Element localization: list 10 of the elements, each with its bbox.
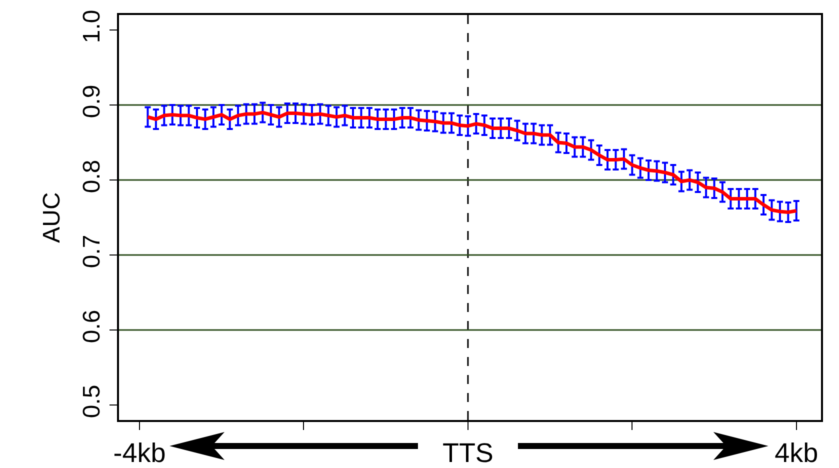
y-tick-label: 0.8 (78, 160, 106, 194)
y-axis-title: AUC (38, 192, 66, 243)
y-tick-label: 0.7 (78, 234, 106, 268)
x-tick-label: TTS (442, 438, 494, 468)
x-tick-label: 4kb (774, 438, 818, 468)
y-tick-label: 0.9 (78, 84, 106, 118)
y-tick-label: 0.6 (78, 310, 106, 344)
y-tick-label: 1.0 (78, 10, 106, 44)
y-tick-label: 0.5 (78, 384, 106, 418)
x-tick-label: -4kb (113, 438, 166, 468)
